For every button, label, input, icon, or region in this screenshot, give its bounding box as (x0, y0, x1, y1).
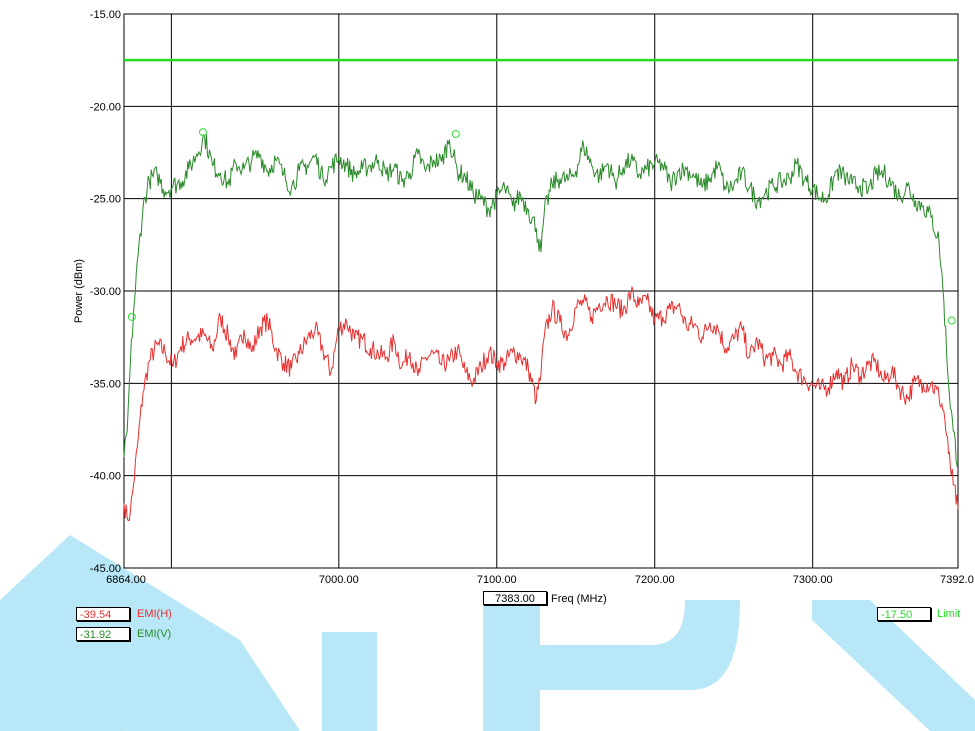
x-tick-label-1: 7000.00 (319, 574, 359, 586)
peak-marker-1 (198, 128, 207, 137)
watermark-triangle-low (0, 650, 125, 731)
y-axis-title: Power (dBm) (73, 259, 85, 323)
x-axis-title: Freq (MHz) (551, 593, 607, 605)
emi-h-readout[interactable]: -39.54 (76, 607, 130, 621)
watermark-letter-d (483, 600, 740, 731)
y-tick-labels: -15.00 -20.00 -25.00 -30.00 -35.00 -40.00 -45.… (90, 9, 121, 575)
y-tick-label-6: -45.00 (90, 563, 121, 575)
watermark-letter-k (812, 600, 975, 731)
y-tick-label-1: -20.00 (90, 101, 121, 113)
emi-v-label: EMI(V) (137, 628, 172, 640)
x-tick-label-4: 7300.00 (793, 574, 833, 586)
emi-spectrum-chart: -15.00 -20.00 -25.00 -30.00 -35.00 -40.00 -45.… (73, 9, 974, 586)
y-tick-label-4: -35.00 (90, 378, 121, 390)
limit-label: Limit (937, 608, 961, 620)
watermark-triangle-right (125, 640, 300, 731)
watermark-letter-t (322, 632, 377, 731)
marker-layer (127, 128, 956, 325)
cursor-freq-readout[interactable]: 7383.00 (483, 591, 547, 605)
y-tick-label-0: -15.00 (90, 9, 121, 21)
x-tick-label-0: 6864.00 (106, 574, 146, 586)
emi-v-readout[interactable]: -31.92 (76, 627, 130, 641)
x-tick-label-2: 7100.00 (477, 574, 517, 586)
emi-h-label: EMI(H) (137, 608, 172, 620)
y-tick-label-5: -40.00 (90, 471, 121, 483)
watermark-triangle-mid (70, 535, 240, 731)
series-layer (123, 58, 959, 522)
peak-marker-3 (947, 316, 956, 325)
series-line-emi-h (123, 285, 959, 522)
x-tick-labels: 6864.00 7000.00 7100.00 7200.00 7300.00 7392.… (106, 574, 974, 586)
series-line-emi-v (123, 134, 959, 468)
peak-marker-2 (451, 130, 460, 139)
x-tick-label-3: 7200.00 (635, 574, 675, 586)
limit-readout[interactable]: -17.50 (877, 607, 931, 621)
y-tick-label-3: -30.00 (90, 286, 121, 298)
peak-marker-0 (127, 312, 136, 321)
y-tick-label-2: -25.00 (90, 194, 121, 206)
x-tick-label-5: 7392.0 (940, 574, 974, 586)
